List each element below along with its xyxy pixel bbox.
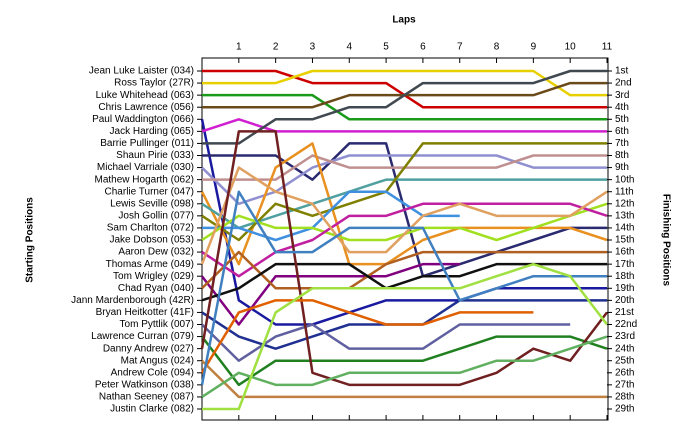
start-label: Paul Waddington (066): [92, 114, 194, 125]
finish-label: 18th: [615, 271, 634, 282]
finish-label: 24th: [615, 343, 634, 354]
start-label: Mat Angus (024): [121, 355, 194, 366]
position-line: [200, 190, 607, 386]
position-line: [201, 118, 607, 133]
position-line: [202, 69, 607, 145]
position-line: [202, 69, 607, 109]
finish-label: 26th: [615, 367, 634, 378]
start-label: Peter Watkinson (038): [95, 379, 194, 390]
start-label: Ross Taylor (27R): [114, 78, 194, 89]
position-line: [202, 69, 607, 97]
x-tick-label: 9: [531, 42, 537, 53]
position-line: [201, 154, 607, 206]
finish-label: 1st: [615, 66, 629, 77]
start-label: Bryan Heitkotter (41F): [96, 307, 194, 318]
finish-label: 25th: [615, 355, 634, 366]
finish-label: 12th: [615, 198, 634, 209]
start-label: Barrie Pullinger (011): [100, 138, 194, 149]
position-line: [201, 262, 460, 326]
finish-label: 16th: [615, 247, 634, 258]
finish-label: 10th: [615, 174, 634, 185]
x-tick-label: 3: [310, 42, 316, 53]
x-tick-label: 8: [494, 42, 500, 53]
start-label: Nathan Seeney (087): [99, 392, 194, 403]
position-line: [201, 262, 607, 302]
y-axis-title: Starting Positions: [25, 197, 36, 283]
x-tick-label: 11: [602, 42, 613, 53]
position-line: [201, 335, 608, 398]
finish-label: 13th: [615, 210, 634, 221]
x-tick-label: 7: [457, 42, 463, 53]
finish-label: 22nd: [615, 319, 637, 330]
finish-label: 11th: [615, 186, 634, 197]
start-label: Jake Dobson (053): [110, 235, 195, 246]
x-tick-label: 2: [273, 42, 279, 53]
start-label: Aaron Dew (032): [118, 247, 194, 258]
start-label: Charlie Turner (047): [105, 186, 194, 197]
finish-label: 29th: [615, 404, 634, 415]
plot-frame: [201, 57, 609, 421]
y2-axis-title: Finishing Positions: [660, 194, 671, 287]
finish-label: 9th: [615, 162, 629, 173]
finish-label: 4th: [615, 102, 629, 113]
position-line: [201, 142, 607, 242]
finish-label: 3rd: [615, 90, 629, 101]
finish-label: 15th: [615, 235, 634, 246]
position-line: [201, 250, 607, 290]
position-line: [200, 130, 608, 387]
finish-label: 23rd: [615, 331, 635, 342]
position-line: [200, 299, 534, 374]
start-label: Luke Whitehead (063): [96, 90, 194, 101]
position-line: [202, 190, 460, 242]
x-tick-label: 5: [383, 42, 389, 53]
position-line: [202, 262, 608, 411]
x-tick-label: 10: [565, 42, 577, 53]
chart-title: Laps: [392, 15, 416, 26]
position-line: [201, 359, 607, 399]
position-line: [200, 166, 608, 265]
start-label: Thomas Arme (049): [106, 259, 194, 270]
start-label: Andrew Cole (094): [111, 367, 194, 378]
start-label: Sam Charlton (072): [107, 223, 194, 234]
x-tick-label: 6: [420, 42, 426, 53]
finish-label: 2nd: [615, 78, 632, 89]
start-label: Shaun Pirie (033): [116, 150, 194, 161]
finish-label: 28th: [615, 392, 634, 403]
start-label: Jean Luke Laister (034): [89, 66, 194, 77]
position-line: [201, 335, 608, 387]
start-label: Justin Clarke (082): [110, 404, 194, 415]
start-label: Lawrence Curran (079): [91, 331, 194, 342]
position-line: [201, 202, 608, 278]
x-tick-label: 4: [346, 42, 352, 53]
start-label: Josh Gollin (077): [118, 210, 194, 221]
finish-label: 21st: [615, 307, 634, 318]
position-line: [202, 93, 607, 121]
finish-label: 7th: [615, 138, 629, 149]
start-label: Chris Lawrence (056): [98, 102, 194, 113]
start-label: Jack Harding (065): [110, 126, 194, 137]
x-tick-label: 1: [236, 42, 242, 53]
finish-label: 5th: [615, 114, 629, 125]
finish-label: 8th: [615, 150, 629, 161]
start-label: Michael Varriale (030): [97, 162, 194, 173]
start-label: Mathew Hogarth (062): [95, 174, 195, 185]
start-label: Jann Mardenborough (42R): [71, 295, 194, 306]
start-label: Lewis Seville (098): [110, 198, 194, 209]
start-label: Tom Pyttlik (007): [120, 319, 194, 330]
finish-label: 6th: [615, 126, 629, 137]
finish-label: 27th: [615, 379, 634, 390]
start-label: Danny Andrew (027): [103, 343, 194, 354]
position-line: [201, 178, 607, 230]
position-line: [200, 142, 608, 266]
finish-label: 19th: [615, 283, 634, 294]
start-label: Tom Wrigley (029): [113, 271, 194, 282]
start-label: Chad Ryan (040): [118, 283, 194, 294]
position-line: [200, 119, 607, 326]
finish-label: 14th: [615, 223, 634, 234]
finish-label: 17th: [615, 259, 634, 270]
finish-label: 20th: [615, 295, 634, 306]
